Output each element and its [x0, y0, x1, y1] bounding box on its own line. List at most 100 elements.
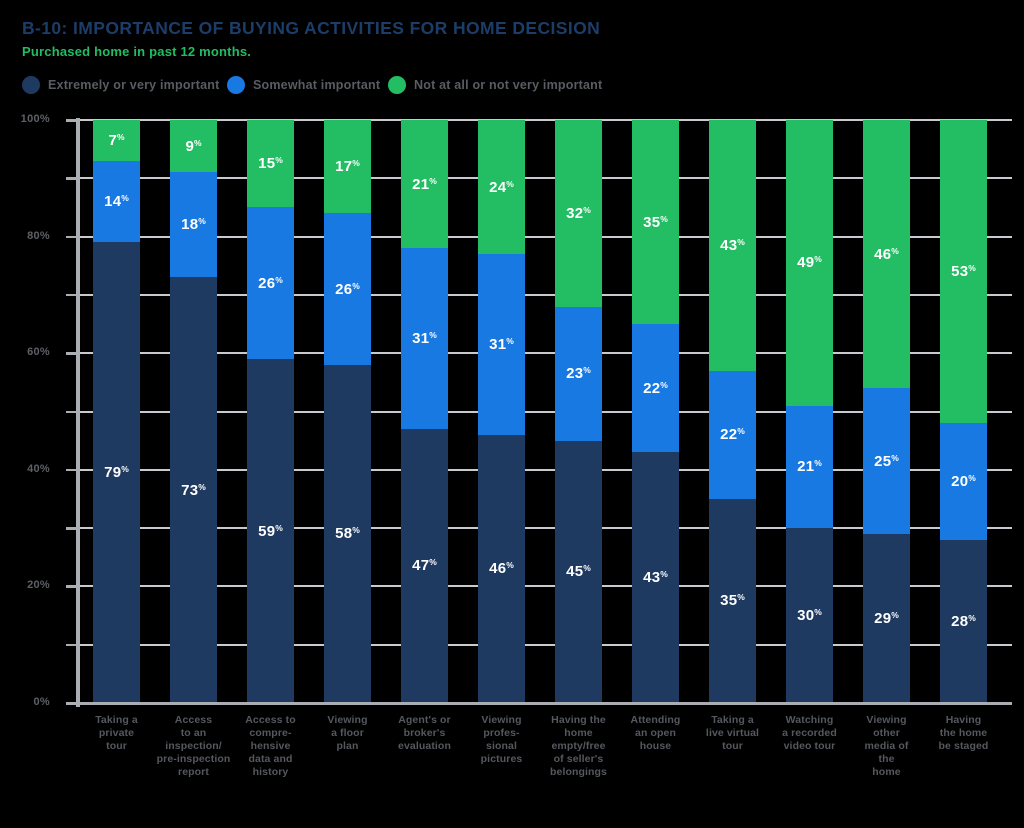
- y-axis-tick-80: [66, 235, 79, 239]
- legend-label: Not at all or not very important: [414, 78, 603, 92]
- bar-segment-not-important: 32%: [555, 120, 602, 307]
- category-label-2: Access to an inspection/ pre-inspection …: [156, 714, 231, 778]
- bar-value-label: 47%: [412, 557, 437, 575]
- bar-value-label: 26%: [258, 274, 283, 292]
- bar-segment-not-important: 43%: [709, 120, 756, 371]
- legend-item-somewhat-important: Somewhat important: [227, 74, 380, 96]
- bar-segment-extremely-important: 79%: [93, 242, 140, 703]
- bar-segment-somewhat-important: 18%: [170, 172, 217, 278]
- bar-column-10: 49% 21% 30%: [786, 120, 833, 703]
- category-label-3: Access to compre- hensive data and histo…: [245, 714, 296, 778]
- bar-column-3: 15% 26% 59%: [247, 120, 294, 703]
- chart-title: B-10: IMPORTANCE OF BUYING ACTIVITIES FO…: [22, 18, 601, 38]
- y-axis-tick-60: [66, 352, 79, 355]
- y-axis-tick-70: [66, 293, 79, 297]
- bar-value-label: 59%: [258, 522, 283, 540]
- bar-segment-not-important: 49%: [786, 120, 833, 406]
- x-axis-baseline: [66, 702, 1012, 705]
- bar-value-label: 31%: [489, 335, 514, 353]
- bar-segment-not-important: 46%: [863, 120, 910, 389]
- bar-value-label: 26%: [335, 280, 360, 298]
- bar-value-label: 30%: [797, 607, 822, 625]
- bar-segment-extremely-important: 73%: [170, 277, 217, 703]
- y-axis-label: 40%: [27, 462, 50, 475]
- gridline-70: [80, 293, 1012, 296]
- legend-label: Extremely or very important: [48, 78, 220, 92]
- category-label-1: Taking a private tour: [95, 714, 138, 752]
- bar-segment-somewhat-important: 31%: [401, 248, 448, 429]
- category-label-4: Viewing a floor plan: [327, 714, 368, 752]
- y-axis-tick-10: [66, 643, 79, 647]
- bar-segment-extremely-important: 35%: [709, 498, 756, 703]
- bar-value-label: 43%: [643, 569, 668, 587]
- gridline-80: [80, 235, 1012, 238]
- bar-segment-extremely-important: 47%: [401, 428, 448, 703]
- bar-value-label: 21%: [412, 175, 437, 193]
- bar-value-label: 32%: [566, 204, 591, 222]
- bar-column-4: 17% 26% 58%: [324, 120, 371, 703]
- category-label-9: Taking a live virtual tour: [705, 714, 760, 752]
- bar-column-11: 46% 25% 29%: [863, 120, 910, 703]
- y-axis-tick-50: [66, 410, 79, 413]
- category-label-10: Watching a recorded video tour: [782, 714, 837, 752]
- category-label-6: Viewing profes- sional pictures: [480, 714, 523, 765]
- bar-segment-not-important: 17%: [324, 120, 371, 214]
- bar-value-label: 14%: [104, 193, 129, 211]
- bar-segment-not-important: 21%: [401, 120, 448, 249]
- category-label-12: Having the home be staged: [938, 714, 989, 752]
- bar-segment-somewhat-important: 21%: [786, 405, 833, 529]
- y-axis-tick-30: [66, 527, 79, 530]
- gridline-30: [80, 527, 1012, 530]
- bar-value-label: 7%: [108, 131, 125, 149]
- y-axis-label: 80%: [27, 229, 50, 242]
- bar-value-label: 15%: [258, 155, 283, 173]
- bar-segment-somewhat-important: 25%: [863, 388, 910, 534]
- bar-segment-extremely-important: 46%: [478, 434, 525, 703]
- y-axis-tick-0: [66, 702, 79, 705]
- category-label-7: Having the home empty/free of seller's b…: [550, 714, 607, 778]
- gridline-50: [80, 410, 1012, 413]
- bar-segment-not-important: 53%: [940, 120, 987, 424]
- bar-value-label: 35%: [720, 592, 745, 610]
- bar-value-label: 25%: [874, 452, 899, 470]
- bar-value-label: 24%: [489, 178, 514, 196]
- chart-subtitle: Purchased home in past 12 months.: [22, 44, 252, 59]
- legend-item-extremely-important: Extremely or very important: [22, 74, 219, 96]
- gridline-40: [80, 468, 1012, 471]
- bar-segment-extremely-important: 28%: [940, 539, 987, 703]
- y-axis-label: 100%: [20, 113, 50, 125]
- bar-column-2: 9% 18% 73%: [170, 120, 217, 703]
- bar-segment-somewhat-important: 14%: [93, 160, 140, 243]
- y-axis-tick-40: [66, 468, 79, 472]
- gridline-20: [80, 585, 1012, 588]
- bar-value-label: 79%: [104, 464, 129, 482]
- bar-segment-somewhat-important: 22%: [632, 324, 679, 453]
- legend-dot-navy-icon: [22, 76, 40, 94]
- bar-value-label: 35%: [643, 213, 668, 231]
- bar-segment-not-important: 24%: [478, 120, 525, 255]
- bar-value-label: 9%: [185, 137, 202, 155]
- gridline-90: [80, 177, 1012, 180]
- bar-segment-not-important: 35%: [632, 120, 679, 325]
- y-axis-label: 20%: [27, 579, 50, 592]
- bar-value-label: 31%: [412, 330, 437, 348]
- category-label-5: Agent's or broker's evaluation: [398, 714, 451, 752]
- bar-segment-extremely-important: 43%: [632, 452, 679, 703]
- bar-value-label: 23%: [566, 365, 591, 383]
- bar-segment-somewhat-important: 26%: [324, 213, 371, 365]
- legend-item-not-important: Not at all or not very important: [388, 74, 602, 96]
- bar-value-label: 20%: [951, 472, 976, 490]
- bar-column-8: 35% 22% 43%: [632, 120, 679, 703]
- bar-segment-somewhat-important: 31%: [478, 254, 525, 435]
- bar-segment-extremely-important: 45%: [555, 440, 602, 703]
- bar-value-label: 46%: [489, 560, 514, 578]
- y-axis-tick-100: [66, 119, 79, 122]
- bar-column-7: 32% 23% 45%: [555, 120, 602, 703]
- bar-column-5: 21% 31% 47%: [401, 120, 448, 703]
- bar-value-label: 29%: [874, 609, 899, 627]
- bar-value-label: 73%: [181, 481, 206, 499]
- gridline-60: [80, 352, 1012, 355]
- bar-column-1: 7% 14% 79%: [93, 120, 140, 703]
- gridline-10: [80, 643, 1012, 646]
- bar-value-label: 45%: [566, 563, 591, 581]
